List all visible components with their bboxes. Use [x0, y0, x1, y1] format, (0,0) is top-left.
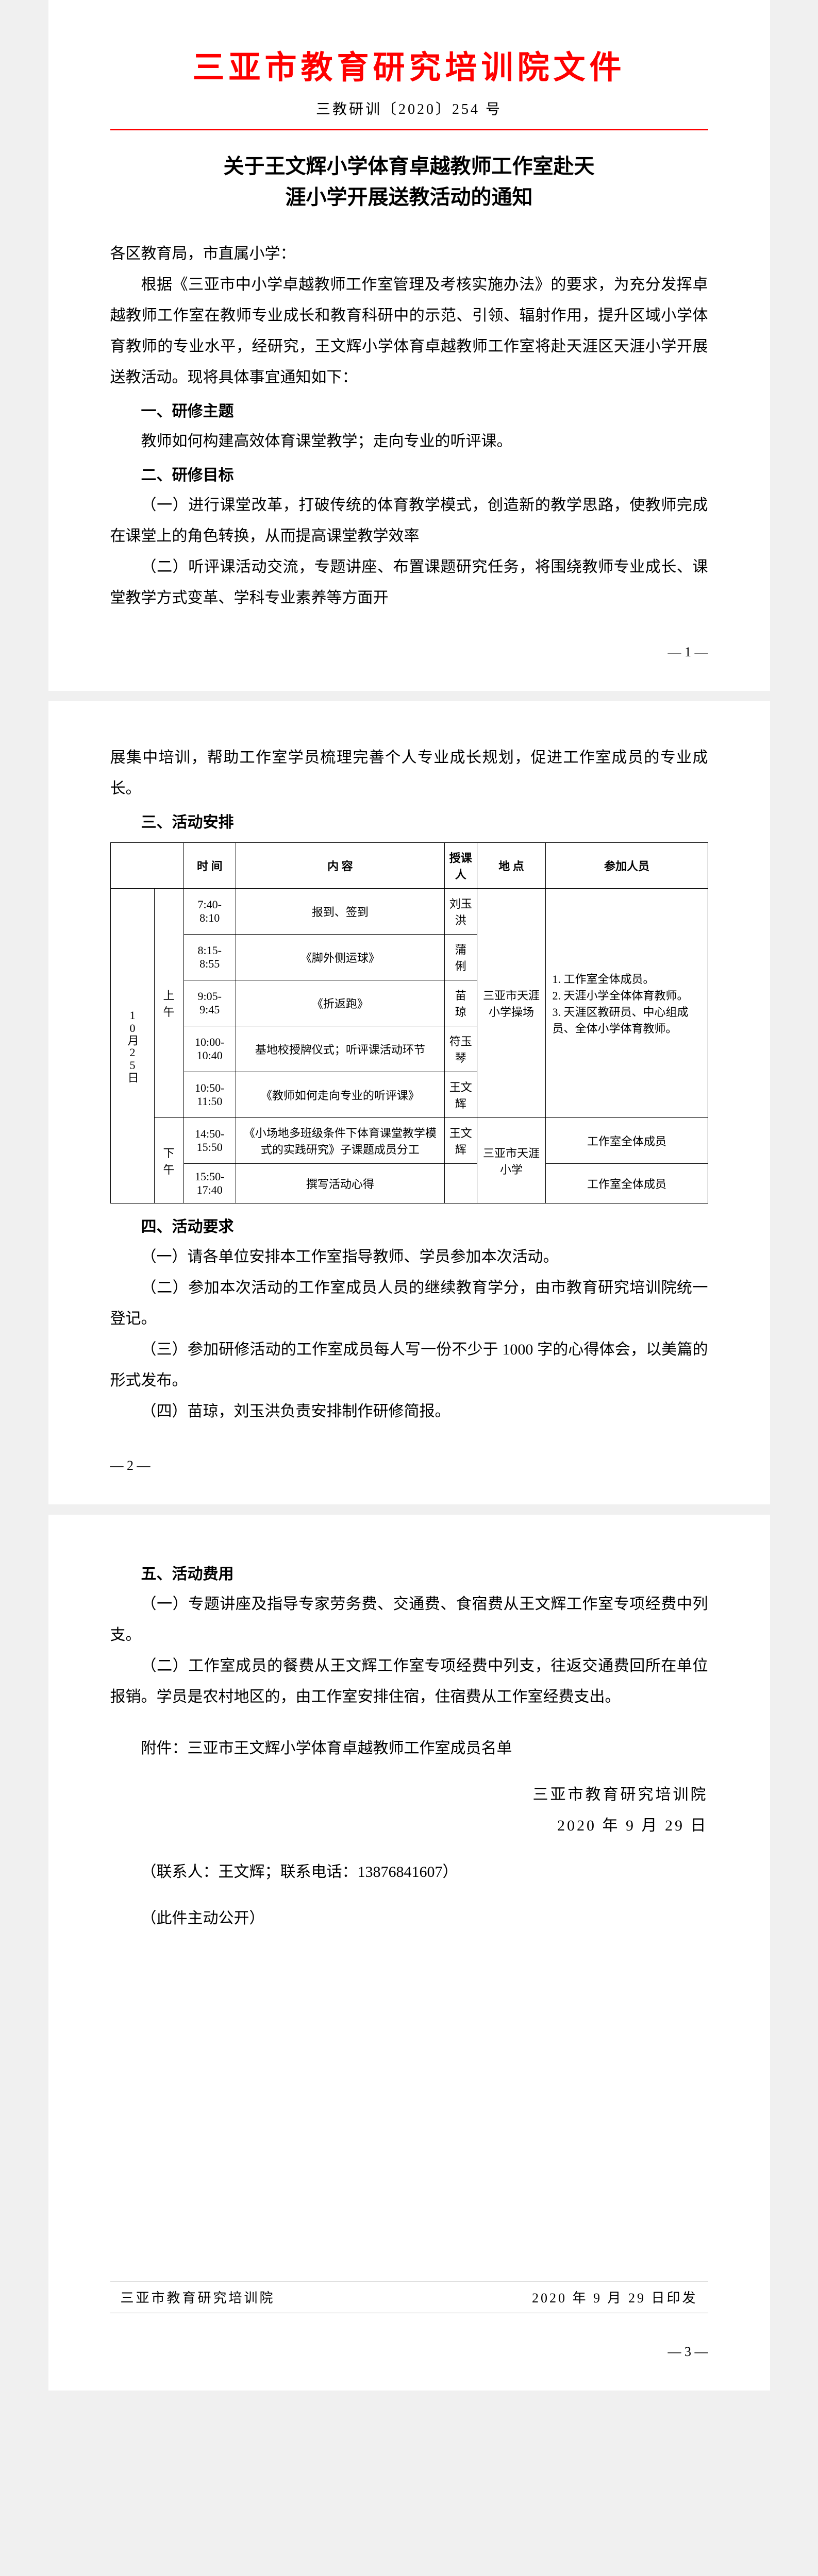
- page-2-num: — 2 —: [110, 1458, 708, 1473]
- table-row: 10月25日 上午 7:40-8:10 报到、签到 刘玉洪 三亚市天涯小学操场 …: [110, 889, 708, 935]
- section-2-p2b: 展集中培训，帮助工作室学员梳理完善个人专业成长规划，促进工作室成员的专业成长。: [110, 742, 708, 804]
- page-3-num: — 3 —: [110, 2344, 708, 2360]
- th-location: 地 点: [477, 843, 546, 889]
- title-line-1: 关于王文辉小学体育卓越教师工作室赴天: [224, 155, 595, 178]
- section-3-head: 三、活动安排: [110, 809, 708, 832]
- td-teacher: 苗 琼: [444, 980, 477, 1026]
- td-content: 《折返跑》: [236, 980, 444, 1026]
- intro-paragraph: 根据《三亚市中小学卓越教师工作室管理及考核实施办法》的要求，为充分发挥卓越教师工…: [110, 269, 708, 393]
- td-content: 《小场地多班级条件下体育课堂教学模式的实践研究》子课题成员分工: [236, 1118, 444, 1164]
- signature-block: 三亚市教育研究培训院 2020 年 9 月 29 日: [110, 1780, 708, 1841]
- section-5-head: 五、活动费用: [110, 1561, 708, 1584]
- td-time: 10:00-10:40: [183, 1026, 236, 1072]
- td-time: 14:50-15:50: [183, 1118, 236, 1164]
- salutation: 各区教育局，市直属小学：: [110, 239, 708, 269]
- td-am: 上午: [154, 889, 183, 1118]
- th-time: 时 间: [183, 843, 236, 889]
- td-attendees-am: 1. 工作室全体成员。 2. 天涯小学全体体育教师。 3. 天涯区教研员、中心组…: [546, 889, 708, 1118]
- td-teacher: [444, 1164, 477, 1204]
- attachment-line: 附件：三亚市王文辉小学体育卓越教师工作室成员名单: [110, 1733, 708, 1764]
- td-teacher: 蒲 俐: [444, 935, 477, 980]
- page-1-num: — 1 —: [110, 645, 708, 660]
- th-attendees: 参加人员: [546, 843, 708, 889]
- schedule-table: 时 间 内 容 授课人 地 点 参加人员 10月25日 上午 7:40-8:10…: [110, 842, 708, 1204]
- th-teacher: 授课人: [444, 843, 477, 889]
- table-row: 下午 14:50-15:50 《小场地多班级条件下体育课堂教学模式的实践研究》子…: [110, 1118, 708, 1164]
- section-4-p4: （四）苗琼，刘玉洪负责安排制作研修简报。: [110, 1396, 708, 1427]
- td-content: 撰写活动心得: [236, 1164, 444, 1204]
- attendee-line: 3. 天涯区教研员、中心组成员、全体小学体育教师。: [552, 1003, 703, 1036]
- td-location-am: 三亚市天涯小学操场: [477, 889, 546, 1118]
- table-row: 15:50-17:40 撰写活动心得 工作室全体成员: [110, 1164, 708, 1204]
- td-time: 8:15-8:55: [183, 935, 236, 980]
- td-teacher: 刘玉洪: [444, 889, 477, 935]
- page-1: 三亚市教育研究培训院文件 三教研训〔2020〕254 号 关于王文辉小学体育卓越…: [48, 0, 770, 691]
- attendee-line: 1. 工作室全体成员。: [552, 970, 703, 987]
- header-divider: [110, 129, 708, 130]
- footer-block: 三亚市教育研究培训院 2020 年 9 月 29 日印发 — 3 —: [110, 2279, 708, 2360]
- contact-line: （联系人：王文辉；联系电话：13876841607）: [110, 1857, 708, 1888]
- td-content: 《脚外侧运球》: [236, 935, 444, 980]
- signature-date: 2020 年 9 月 29 日: [110, 1810, 708, 1841]
- org-header: 三亚市教育研究培训院文件: [110, 41, 708, 88]
- title-line-2: 涯小学开展送教活动的通知: [286, 185, 533, 209]
- section-1-head: 一、研修主题: [110, 398, 708, 421]
- section-4-p3: （三）参加研修活动的工作室成员每人写一份不少于 1000 字的心得体会，以美篇的…: [110, 1334, 708, 1396]
- table-header-row: 时 间 内 容 授课人 地 点 参加人员: [110, 843, 708, 889]
- td-attendees: 工作室全体成员: [546, 1164, 708, 1204]
- section-1-p1: 教师如何构建高效体育课堂教学；走向专业的听评课。: [110, 426, 708, 457]
- section-4-p2: （二）参加本次活动的工作室成员人员的继续教育学分，由市教育研究培训院统一登记。: [110, 1273, 708, 1334]
- td-teacher: 王文辉: [444, 1072, 477, 1118]
- section-4-p1: （一）请各单位安排本工作室指导教师、学员参加本次活动。: [110, 1242, 708, 1273]
- page-2: 展集中培训，帮助工作室学员梳理完善个人专业成长规划，促进工作室成员的专业成长。 …: [48, 701, 770, 1504]
- td-attendees: 工作室全体成员: [546, 1118, 708, 1164]
- td-location-pm: 三亚市天涯小学: [477, 1118, 546, 1204]
- footer-right: 2020 年 9 月 29 日印发: [532, 2287, 698, 2307]
- th-content: 内 容: [236, 843, 444, 889]
- section-4-head: 四、活动要求: [110, 1214, 708, 1236]
- td-teacher: 王文辉: [444, 1118, 477, 1164]
- section-2-p1: （一）进行课堂改革，打破传统的体育教学模式，创造新的教学思路，使教师完成在课堂上…: [110, 490, 708, 552]
- td-time: 15:50-17:40: [183, 1164, 236, 1204]
- td-content: 基地校授牌仪式；听评课活动环节: [236, 1026, 444, 1072]
- td-time: 10:50-11:50: [183, 1072, 236, 1118]
- td-time: 7:40-8:10: [183, 889, 236, 935]
- section-5-p1: （一）专题讲座及指导专家劳务费、交通费、食宿费从王文辉工作室专项经费中列支。: [110, 1589, 708, 1651]
- td-teacher: 符玉琴: [444, 1026, 477, 1072]
- td-pm: 下午: [154, 1118, 183, 1204]
- section-2-p2a: （二）听评课活动交流，专题讲座、布置课题研究任务，将围绕教师专业成长、课堂教学方…: [110, 552, 708, 614]
- attendee-line: 2. 天涯小学全体体育教师。: [552, 987, 703, 1003]
- th-blank: [110, 843, 183, 889]
- section-5-p2: （二）工作室成员的餐费从王文辉工作室专项经费中列支，往返交通费回所在单位报销。学…: [110, 1651, 708, 1713]
- section-2-head: 二、研修目标: [110, 462, 708, 485]
- notice-title: 关于王文辉小学体育卓越教师工作室赴天 涯小学开展送教活动的通知: [110, 151, 708, 213]
- page-3: 五、活动费用 （一）专题讲座及指导专家劳务费、交通费、食宿费从王文辉工作室专项经…: [48, 1515, 770, 2391]
- signature-org: 三亚市教育研究培训院: [110, 1780, 708, 1810]
- footer-left: 三亚市教育研究培训院: [121, 2287, 275, 2307]
- footer-row: 三亚市教育研究培训院 2020 年 9 月 29 日印发: [110, 2283, 708, 2311]
- td-content: 报到、签到: [236, 889, 444, 935]
- td-content: 《教师如何走向专业的听评课》: [236, 1072, 444, 1118]
- disclosure-line: （此件主动公开）: [110, 1903, 708, 1934]
- doc-number: 三教研训〔2020〕254 号: [110, 98, 708, 118]
- td-date: 10月25日: [110, 889, 154, 1204]
- td-time: 9:05-9:45: [183, 980, 236, 1026]
